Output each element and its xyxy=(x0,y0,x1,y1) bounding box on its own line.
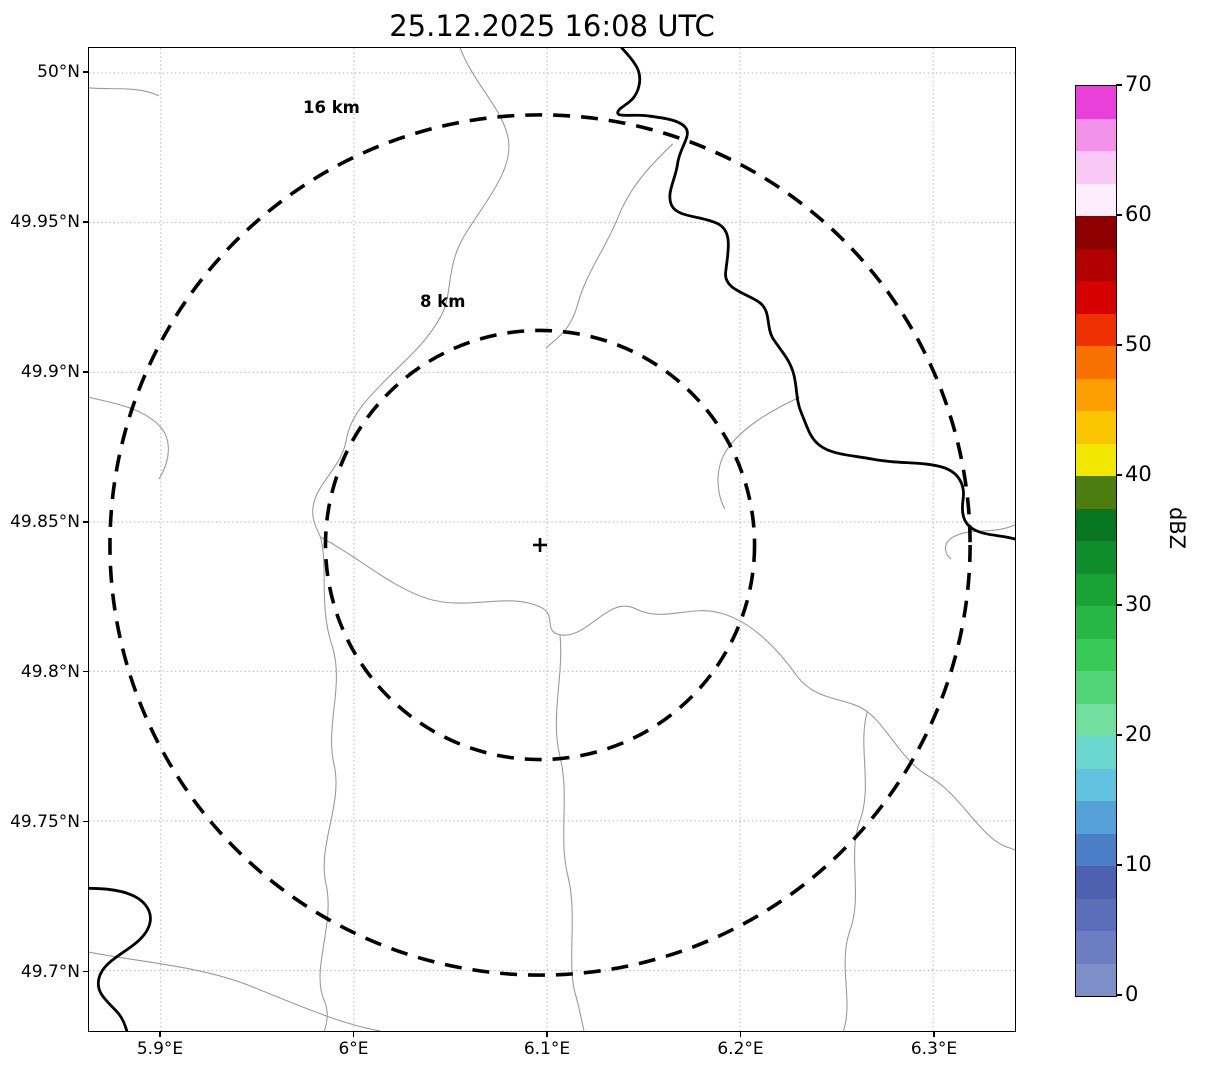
colorbar-tick-mark xyxy=(1116,864,1122,866)
colorbar-segment xyxy=(1076,476,1116,509)
colorbar-tick-label: 50 xyxy=(1125,332,1152,356)
colorbar-tick-label: 30 xyxy=(1125,592,1152,616)
y-tick-mark xyxy=(83,221,88,223)
boundary-line xyxy=(319,536,337,1031)
y-tick-mark xyxy=(83,521,88,523)
colorbar-tick-label: 20 xyxy=(1125,722,1152,746)
x-tick-mark xyxy=(159,1032,161,1037)
map-plot-area xyxy=(88,47,1016,1032)
colorbar-tick-mark xyxy=(1116,344,1122,346)
colorbar-segment xyxy=(1076,411,1116,444)
boundary-line xyxy=(717,396,800,510)
colorbar-segment xyxy=(1076,736,1116,769)
boundary-line xyxy=(842,711,868,1031)
x-tick-label: 6°E xyxy=(338,1039,369,1059)
colorbar-segment xyxy=(1076,671,1116,704)
colorbar-segment xyxy=(1076,801,1116,834)
colorbar-segment xyxy=(1076,768,1116,801)
x-tick-mark xyxy=(739,1032,742,1037)
plot-title: 25.12.2025 16:08 UTC xyxy=(389,9,715,43)
colorbar-axis-label: dBZ xyxy=(1165,506,1190,550)
boundary-line xyxy=(555,634,585,1031)
x-tick-label: 5.9°E xyxy=(136,1039,184,1059)
map-canvas xyxy=(89,48,1015,1031)
y-tick-mark xyxy=(83,71,88,73)
x-tick-mark xyxy=(933,1032,935,1037)
x-tick-label: 6.1°E xyxy=(523,1039,571,1059)
grid-lines xyxy=(89,48,1015,1031)
colorbar-segment xyxy=(1076,573,1116,606)
colorbar-segment xyxy=(1076,443,1116,476)
colorbar-tick-mark xyxy=(1116,84,1122,86)
ring-label-8km: 8 km xyxy=(420,292,466,311)
boundary-line xyxy=(89,87,160,97)
x-tick-label: 6.2°E xyxy=(717,1039,764,1059)
colorbar-tick-label: 0 xyxy=(1125,982,1139,1006)
colorbar-tick-mark xyxy=(1116,474,1122,476)
y-tick-label: 50°N xyxy=(37,62,80,82)
y-tick-mark xyxy=(83,970,88,973)
river-line xyxy=(89,886,152,1031)
y-tick-mark xyxy=(83,670,88,673)
boundary-line xyxy=(312,48,510,538)
y-tick-mark xyxy=(83,820,88,823)
range-ring-8km xyxy=(323,328,757,762)
colorbar-segment xyxy=(1076,866,1116,899)
colorbar-segment xyxy=(1076,118,1116,151)
colorbar-segment xyxy=(1076,216,1116,249)
colorbar-segment xyxy=(1076,606,1116,639)
colorbar-segment xyxy=(1076,346,1116,379)
river-line xyxy=(616,48,1015,541)
colorbar-segment xyxy=(1076,248,1116,281)
colorbar-tick-label: 70 xyxy=(1125,72,1152,96)
range-ring-16km xyxy=(108,113,972,977)
x-tick-label: 6.3°E xyxy=(910,1039,958,1059)
ring-label-16km: 16 km xyxy=(303,98,360,117)
colorbar-segment xyxy=(1076,378,1116,411)
colorbar-segment xyxy=(1076,541,1116,574)
y-tick-label: 49.75°N xyxy=(10,811,80,832)
colorbar-tick-mark xyxy=(1116,604,1122,606)
boundary-line xyxy=(320,536,1015,851)
colorbar-segment xyxy=(1076,183,1116,216)
colorbar-segment xyxy=(1076,638,1116,671)
boundary-line xyxy=(89,951,381,1031)
radar-center-marker xyxy=(533,538,548,552)
colorbar-segment xyxy=(1076,963,1116,996)
colorbar-tick-mark xyxy=(1116,994,1122,996)
colorbar-tick-label: 40 xyxy=(1125,462,1152,486)
y-tick-label: 49.7°N xyxy=(20,961,80,982)
colorbar-segment xyxy=(1076,931,1116,964)
y-tick-label: 49.9°N xyxy=(20,362,80,382)
colorbar-segment xyxy=(1076,313,1116,346)
y-tick-label: 49.8°N xyxy=(20,661,80,682)
colorbar-segment xyxy=(1076,898,1116,931)
boundary-line xyxy=(89,396,169,480)
x-tick-mark xyxy=(352,1032,355,1037)
x-tick-mark xyxy=(546,1032,548,1037)
y-tick-mark xyxy=(83,371,88,373)
y-tick-label: 49.85°N xyxy=(10,512,80,532)
boundary-line xyxy=(944,524,1015,560)
colorbar-tick-mark xyxy=(1116,734,1122,736)
colorbar-tick-label: 10 xyxy=(1125,852,1152,876)
colorbar xyxy=(1075,85,1117,997)
colorbar-segment xyxy=(1076,833,1116,866)
colorbar-segment xyxy=(1076,281,1116,314)
y-tick-label: 49.95°N xyxy=(10,212,80,232)
colorbar-segment xyxy=(1076,86,1116,119)
colorbar-segment xyxy=(1076,703,1116,736)
boundary-line xyxy=(545,143,674,349)
colorbar-tick-label: 60 xyxy=(1125,202,1152,226)
colorbar-segment xyxy=(1076,508,1116,541)
colorbar-tick-mark xyxy=(1116,214,1122,216)
colorbar-segment xyxy=(1076,151,1116,184)
